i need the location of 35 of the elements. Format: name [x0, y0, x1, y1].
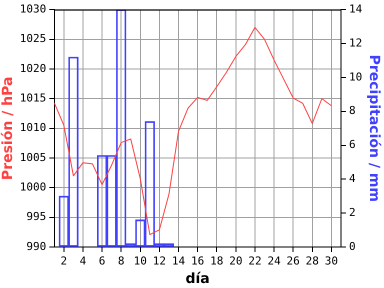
y-tick-label: 1005 [20, 150, 46, 164]
y-tick-label: 995 [26, 210, 46, 224]
x-tick-label: 6 [98, 254, 106, 268]
y2-tick-label: 14 [348, 2, 363, 16]
y-tick-label: 1000 [20, 180, 46, 194]
x-tick-label: 2 [60, 254, 68, 268]
x-axis-title: día [185, 271, 210, 288]
y2-tick-label: 0 [348, 240, 356, 253]
y-tick-label: 1010 [20, 121, 46, 134]
x-tick-label: 18 [210, 254, 224, 268]
y2-tick-label: 6 [348, 138, 356, 152]
y2-tick-label: 10 [348, 70, 362, 84]
x-tick-label: 28 [306, 254, 319, 268]
y-tick-label: 990 [26, 240, 46, 253]
x-tick-label: 26 [286, 254, 300, 268]
x-tick-label: 10 [134, 254, 147, 268]
x-tick-label: 12 [152, 254, 166, 268]
x-tick-label: 4 [80, 254, 87, 268]
y2-tick-label: 2 [348, 206, 356, 219]
y-tick-label: 1025 [20, 32, 46, 46]
x-tick-label: 16 [191, 254, 204, 268]
x-tick-label: 20 [229, 254, 242, 268]
y-tick-label: 1015 [20, 91, 46, 104]
y-tick-label: 1030 [20, 2, 46, 16]
y2-tick-label: 8 [348, 104, 356, 118]
y2-tick-label: 12 [348, 36, 362, 50]
x-tick-label: 22 [248, 254, 262, 268]
y-axis-title: Presión / hPa [0, 76, 16, 180]
x-tick-label: 24 [267, 254, 282, 268]
y2-tick-label: 4 [348, 172, 356, 186]
y2-axis-title: Precipitación / mm [366, 54, 382, 202]
x-tick-label: 14 [172, 254, 186, 268]
x-tick-label: 8 [118, 254, 124, 268]
x-tick-label: 30 [324, 254, 338, 268]
y-tick-label: 1020 [20, 62, 46, 75]
